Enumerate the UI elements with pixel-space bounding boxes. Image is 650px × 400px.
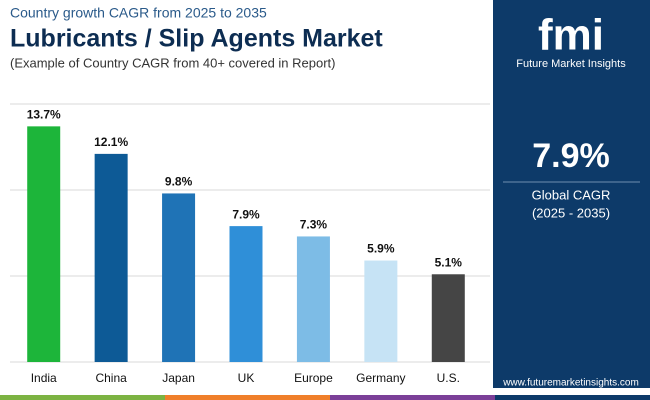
x-tick-label: China	[95, 371, 127, 385]
footer-stripe	[0, 395, 165, 400]
logo: fmi	[538, 11, 604, 60]
x-tick-label: Japan	[162, 371, 195, 385]
chart-supertitle: Country growth CAGR from 2025 to 2035	[10, 5, 267, 21]
x-tick-label: U.S.	[437, 371, 460, 385]
value-label: 5.9%	[367, 242, 395, 256]
value-label: 7.9%	[232, 207, 260, 221]
global-cagr-label: Global CAGR	[532, 187, 611, 202]
bar	[27, 126, 61, 362]
chart-subtitle: (Example of Country CAGR from 40+ covere…	[10, 55, 336, 70]
bar	[296, 236, 330, 362]
x-tick-label: India	[31, 371, 57, 385]
global-cagr-value: 7.9%	[532, 137, 610, 175]
x-tick-label: Germany	[356, 371, 405, 385]
value-label: 7.3%	[300, 218, 328, 232]
brand: Future Market Insights	[516, 58, 626, 70]
footer-stripe	[495, 395, 650, 400]
chart-title: Lubricants / Slip Agents Market	[10, 25, 383, 53]
value-label: 9.8%	[165, 175, 193, 189]
x-tick-label: Europe	[294, 371, 333, 385]
bar	[162, 193, 196, 362]
footer-stripe	[165, 395, 330, 400]
value-label: 5.1%	[435, 255, 463, 269]
global-cagr-period: (2025 - 2035)	[532, 205, 610, 220]
x-tick-label: UK	[238, 371, 255, 385]
value-label: 12.1%	[94, 135, 128, 149]
bar	[364, 260, 398, 362]
website-url: www.futuremarketinsights.com	[502, 378, 639, 389]
side-panel	[493, 0, 650, 388]
bar	[94, 153, 128, 362]
bar	[229, 226, 263, 362]
value-label: 13.7%	[27, 108, 61, 122]
bar	[431, 274, 465, 362]
footer-stripe	[330, 395, 495, 400]
